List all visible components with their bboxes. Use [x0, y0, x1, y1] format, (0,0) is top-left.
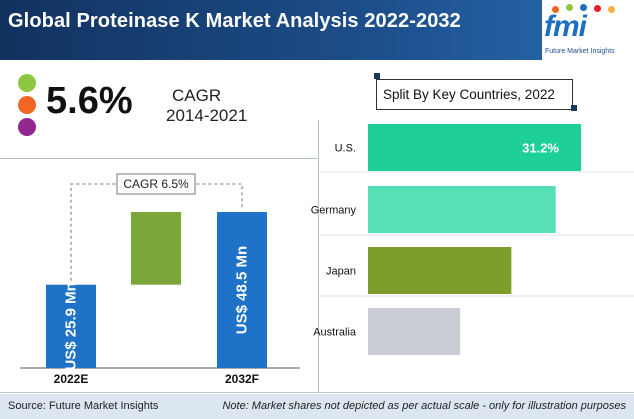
cagr-annotation: CAGR 6.5%	[123, 177, 189, 191]
bar-value-label: US$ 25.9 Mn	[63, 282, 80, 370]
country-bar-chart: U.S. 31.2% Germany Japan Australia	[311, 124, 634, 355]
panel-divider	[318, 120, 319, 392]
title-box-corner-top	[374, 73, 380, 79]
bar-us	[368, 124, 581, 171]
kpi-dot-purple	[18, 118, 36, 136]
footer-source: Source: Future Market Insights	[8, 400, 159, 412]
section-divider	[0, 158, 318, 159]
kpi-value: 5.6%	[46, 80, 133, 122]
x-tick-label: 2032F	[225, 372, 259, 386]
page-title: Global Proteinase K Market Analysis 2022…	[8, 10, 461, 32]
bar-japan	[368, 247, 512, 294]
title-box-corner-bottom	[571, 105, 577, 111]
x-tick-label: 2022E	[54, 372, 89, 386]
bar-australia	[368, 308, 461, 355]
footer-divider	[0, 392, 634, 393]
fmi-logo: fmi Future Market Insights	[542, 0, 634, 60]
y-tick-label: Germany	[311, 205, 357, 217]
bar-value-label: US$ 48.5 Mn	[234, 246, 251, 334]
y-tick-label: U.S.	[335, 143, 356, 155]
increment-block	[131, 212, 181, 285]
y-tick-label: Australia	[313, 327, 357, 339]
country-split-title-box: Split By Key Countries, 2022	[376, 79, 573, 110]
footer-bar: Source: Future Market Insights Note: Mar…	[0, 394, 634, 419]
kpi-label: CAGR	[172, 86, 222, 105]
country-split-title: Split By Key Countries, 2022	[383, 87, 555, 102]
bar-2032F	[217, 212, 267, 368]
bar-2022E	[46, 284, 96, 368]
kpi-dot-green	[18, 74, 36, 92]
y-tick-label: Japan	[326, 266, 356, 278]
logo-subtitle: Future Market Insights	[545, 48, 615, 55]
kpi-dot-orange	[18, 96, 36, 114]
growth-bar-chart: US$ 25.9 Mn 2022E US$ 48.5 Mn 2032F CAGR 6.5…	[20, 173, 300, 386]
footer-note: Note: Market shares not depicted as per …	[222, 400, 626, 412]
cagr-annotation-box	[116, 173, 196, 195]
kpi-period: 2014-2021	[166, 106, 248, 125]
bar-data-label: 31.2%	[522, 141, 559, 156]
header-banner: Global Proteinase K Market Analysis 2022…	[0, 0, 634, 60]
bar-germany	[368, 186, 556, 233]
logo-wordmark: fmi	[544, 10, 587, 43]
